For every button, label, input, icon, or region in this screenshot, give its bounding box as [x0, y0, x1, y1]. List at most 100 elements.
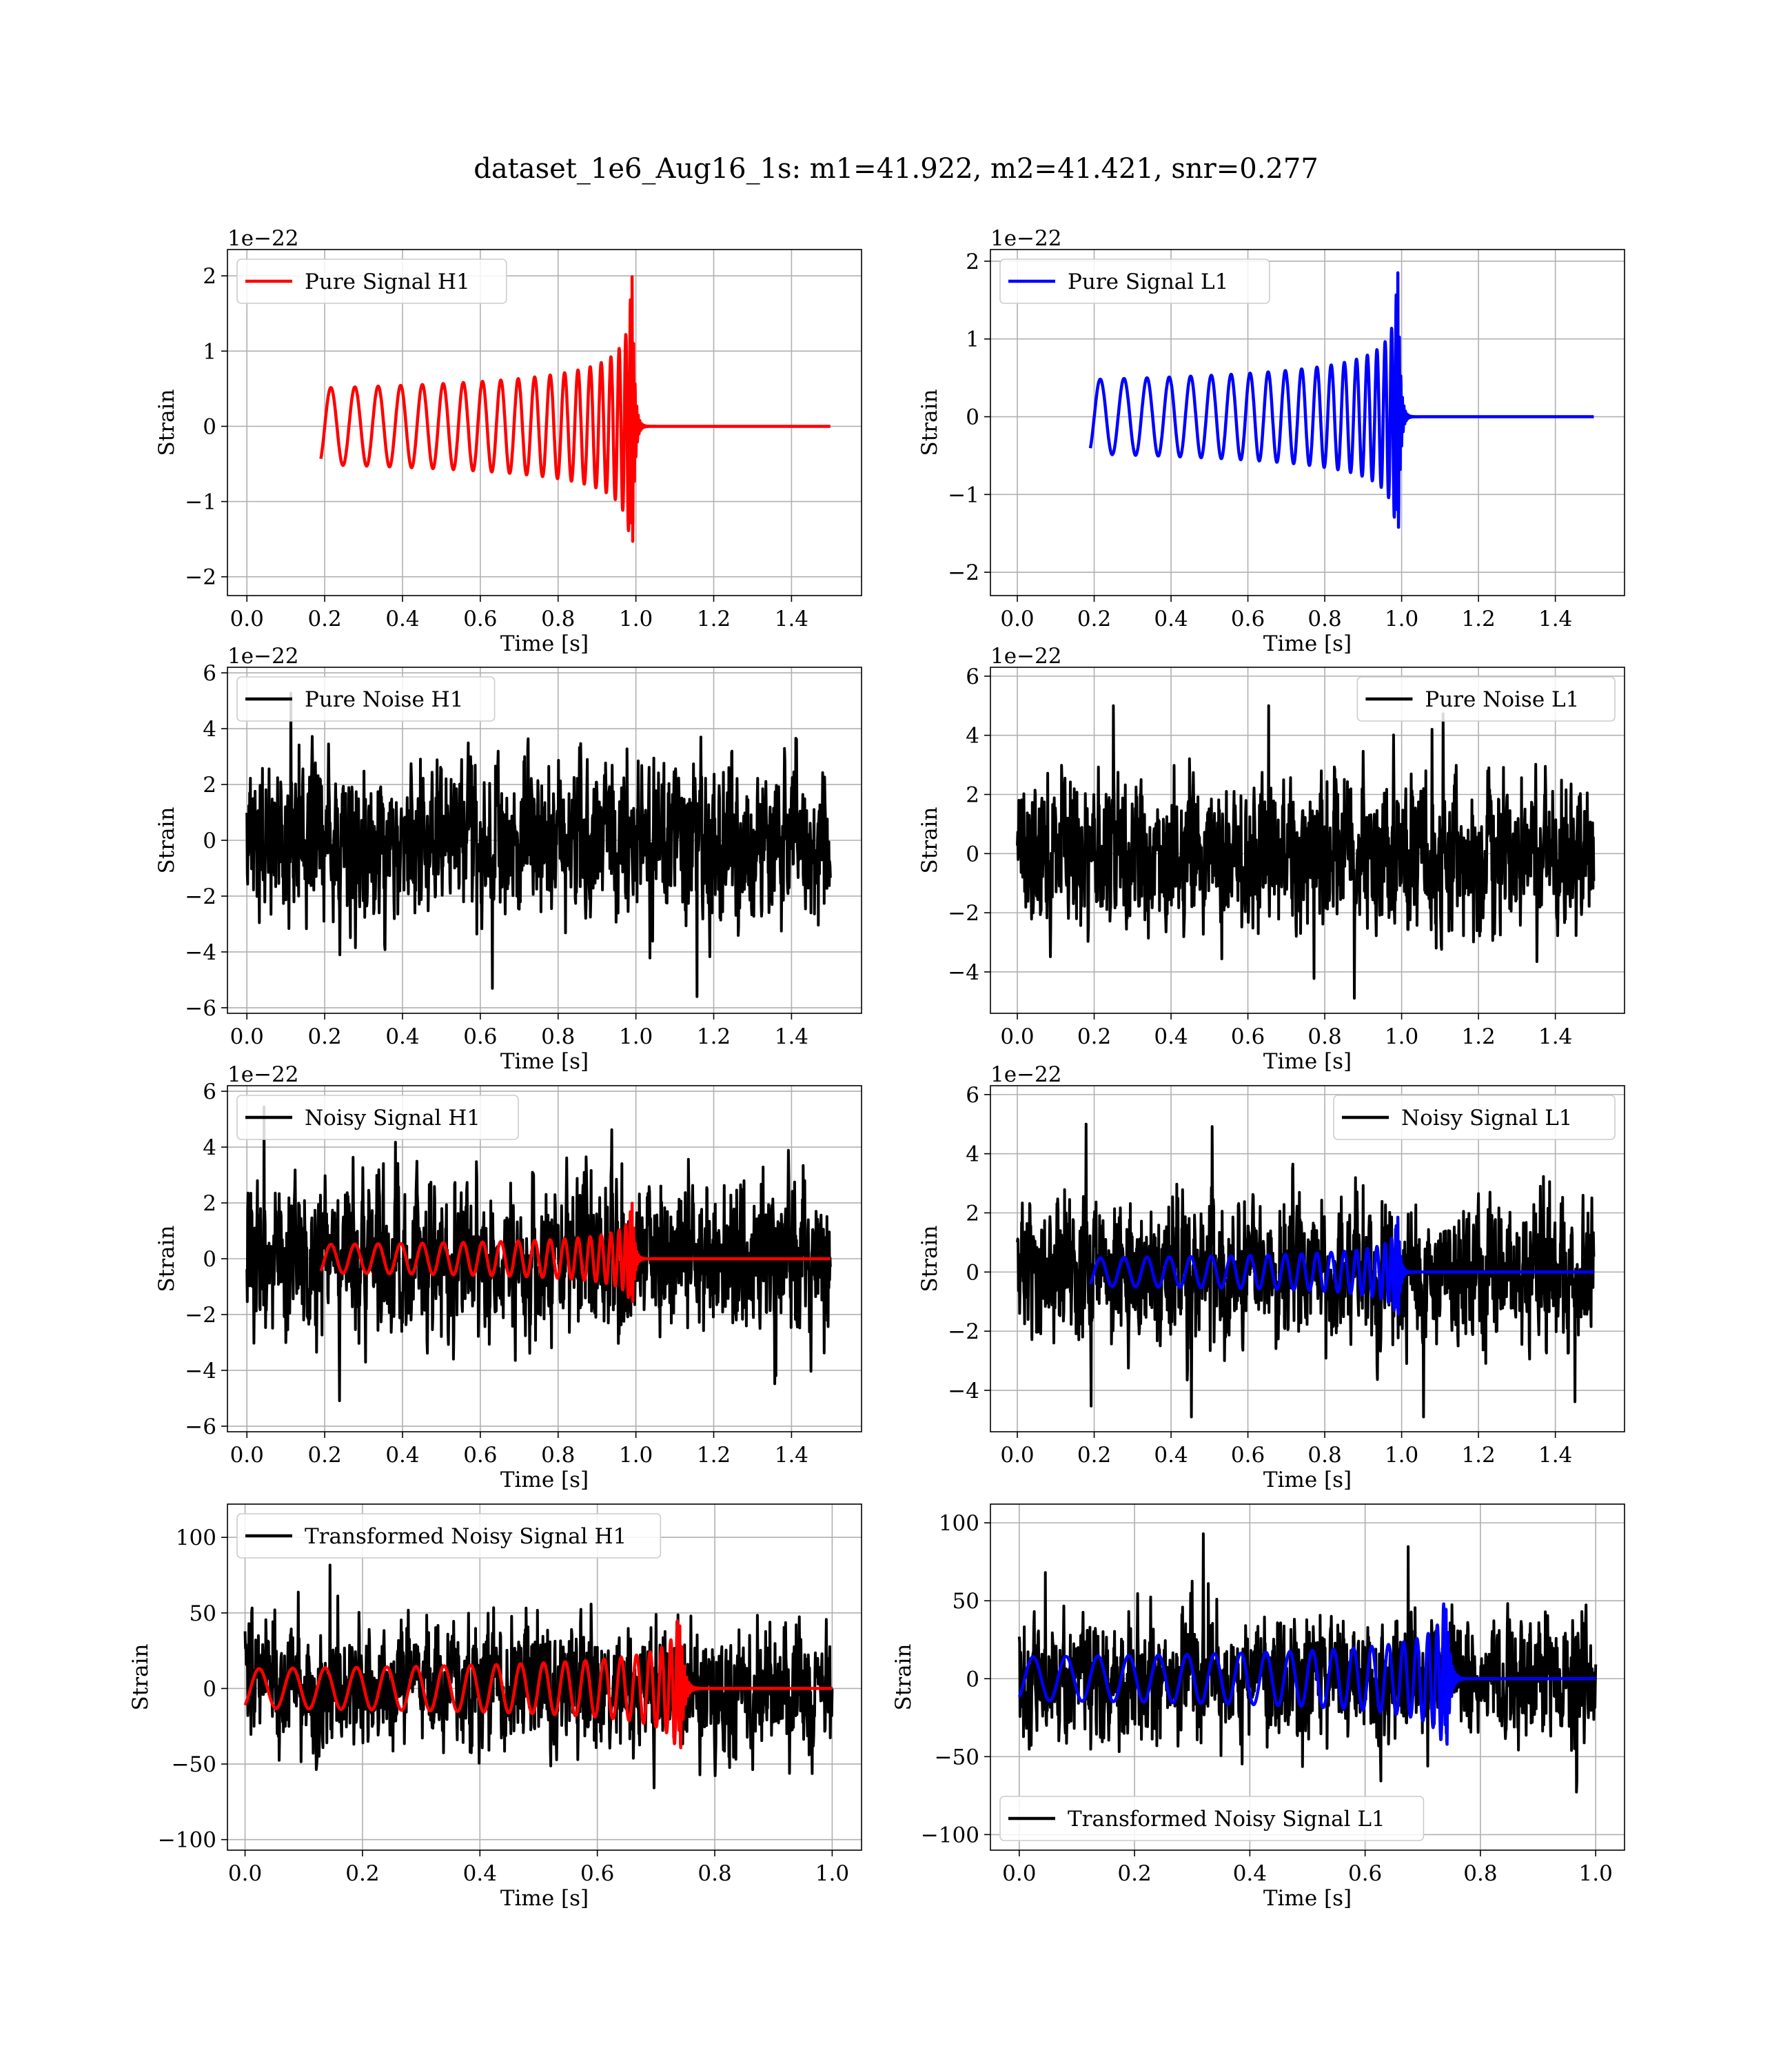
legend-label: Noisy Signal L1 [1401, 1106, 1573, 1131]
y-tick-label: 4 [966, 724, 979, 749]
legend: Noisy Signal L1 [1333, 1095, 1616, 1140]
y-axis-label: Strain [917, 807, 942, 874]
x-tick-label: 1.2 [697, 1443, 731, 1468]
y-tick-label: 2 [966, 1201, 979, 1226]
y-tick-label: 4 [203, 717, 216, 742]
subplot-row3-left: 0.0 0.2 0.4 0.6 0.8 1.0 1.2 1.4 −6 −4 −2 0 2 4 6 Time [… [154, 1062, 862, 1492]
x-tick-label: 1.2 [1461, 1443, 1495, 1468]
series-line [245, 691, 832, 998]
series-line [243, 1619, 834, 1750]
x-tick-label: 1.0 [619, 607, 653, 631]
x-tick-label: 0.8 [541, 1024, 575, 1049]
series-group [319, 275, 832, 543]
series-line [1016, 704, 1596, 1000]
y-tick-label: −50 [172, 1752, 216, 1777]
y-tick-label: 0 [966, 405, 979, 430]
y-tick-label: 1 [203, 339, 216, 364]
y-tick-label: 0 [203, 829, 216, 853]
y-axis-label: Strain [891, 1644, 916, 1711]
x-tick-label: 0.0 [1000, 1024, 1034, 1049]
x-tick-label: 0.0 [228, 1861, 262, 1886]
x-tick-label: 0.6 [463, 607, 497, 631]
y-tick-label: −100 [158, 1828, 216, 1853]
x-tick-label: 1.4 [775, 1443, 808, 1468]
subplot-row3-right: 0.0 0.2 0.4 0.6 0.8 1.0 1.2 1.4 −4 −2 0 2 4 6 Time [s]… [917, 1062, 1625, 1492]
x-tick-label: 0.8 [541, 1443, 575, 1468]
y-axis-label: Strain [154, 1226, 179, 1292]
y-tick-label: 0 [203, 1247, 216, 1272]
legend: Transformed Noisy Signal H1 [236, 1513, 662, 1559]
legend: Pure Noise H1 [236, 676, 496, 722]
x-tick-label: 1.2 [1461, 607, 1495, 631]
y-tick-label: −2 [185, 1303, 216, 1328]
legend-box [999, 258, 1270, 304]
x-tick-label: 1.2 [697, 1024, 731, 1049]
y-axis-label: Strain [154, 807, 179, 874]
x-tick-label: 0.8 [1307, 607, 1341, 631]
offset-text: 1e−22 [990, 1062, 1062, 1087]
y-tick-label: −6 [185, 996, 216, 1021]
y-tick-label: −100 [921, 1823, 979, 1847]
x-tick-label: 0.0 [1000, 1443, 1034, 1468]
series-line [1088, 271, 1596, 529]
x-tick-label: 1.4 [1538, 607, 1572, 631]
x-tick-label: 0.4 [1154, 1024, 1188, 1049]
legend-label: Pure Noise H1 [305, 687, 463, 712]
legend-label: Noisy Signal H1 [305, 1106, 480, 1131]
axes-frame [227, 1503, 862, 1851]
y-axis-label: Strain [154, 389, 179, 456]
axes-frame [990, 1503, 1625, 1851]
series-group [1016, 704, 1596, 1000]
y-tick-label: 4 [203, 1135, 216, 1160]
x-tick-label: 1.4 [775, 607, 808, 631]
x-tick-label: 1.0 [1579, 1861, 1613, 1886]
y-tick-label: 6 [203, 1079, 216, 1104]
x-tick-label: 0.4 [385, 607, 419, 631]
series-line [1088, 1215, 1596, 1316]
y-tick-label: −2 [948, 901, 979, 926]
y-tick-label: 2 [203, 264, 216, 289]
legend: Noisy Signal H1 [236, 1095, 519, 1140]
y-tick-label: −2 [948, 560, 979, 585]
x-tick-label: 0.6 [1348, 1861, 1382, 1886]
subplot-row2-left: 0.0 0.2 0.4 0.6 0.8 1.0 1.2 1.4 −6 −4 −2 0 2 4 6 Time [… [154, 644, 862, 1074]
x-tick-label: 0.2 [307, 607, 341, 631]
offset-text: 1e−22 [990, 644, 1062, 669]
y-tick-label: 0 [203, 414, 216, 439]
y-tick-label: −4 [185, 1359, 216, 1383]
x-tick-label: 1.0 [619, 1443, 653, 1468]
legend-box [236, 1513, 662, 1559]
subplot-top-left: 0.0 0.2 0.4 0.6 0.8 1.0 1.2 1.4 −2 −1 0 1 2 Time [s] S… [154, 226, 862, 656]
plot-area [227, 250, 862, 596]
x-tick-label: 0.8 [1307, 1443, 1341, 1468]
y-axis-label: Strain [128, 1644, 153, 1711]
x-tick-label: 1.0 [815, 1861, 849, 1886]
y-tick-label: 100 [939, 1511, 979, 1536]
legend-label: Transformed Noisy Signal H1 [305, 1524, 627, 1549]
y-tick-label: 0 [203, 1676, 216, 1701]
x-tick-label: 1.0 [1385, 607, 1418, 631]
x-tick-label: 0.4 [1233, 1861, 1267, 1886]
x-axis-label: Time [s] [500, 1049, 589, 1074]
x-tick-label: 0.0 [230, 1443, 264, 1468]
y-tick-label: −4 [185, 940, 216, 965]
y-axis-label: Strain [917, 1226, 942, 1292]
y-tick-label: 6 [966, 665, 979, 689]
x-tick-label: 0.6 [1231, 1024, 1265, 1049]
legend-box [236, 1095, 519, 1140]
x-tick-label: 0.4 [463, 1861, 497, 1886]
x-axis-label: Time [s] [500, 1468, 589, 1492]
y-tick-label: 0 [966, 1260, 979, 1285]
series-line [319, 275, 832, 543]
x-tick-label: 0.0 [1000, 607, 1034, 631]
y-tick-label: −1 [185, 490, 216, 515]
x-tick-label: 1.4 [1538, 1443, 1572, 1468]
x-tick-label: 1.4 [1538, 1024, 1572, 1049]
x-tick-label: 0.6 [1231, 607, 1265, 631]
offset-text: 1e−22 [990, 226, 1062, 251]
y-tick-label: −6 [185, 1415, 216, 1439]
y-tick-label: −2 [185, 884, 216, 909]
x-tick-label: 0.6 [463, 1024, 497, 1049]
series-group [245, 1105, 832, 1402]
